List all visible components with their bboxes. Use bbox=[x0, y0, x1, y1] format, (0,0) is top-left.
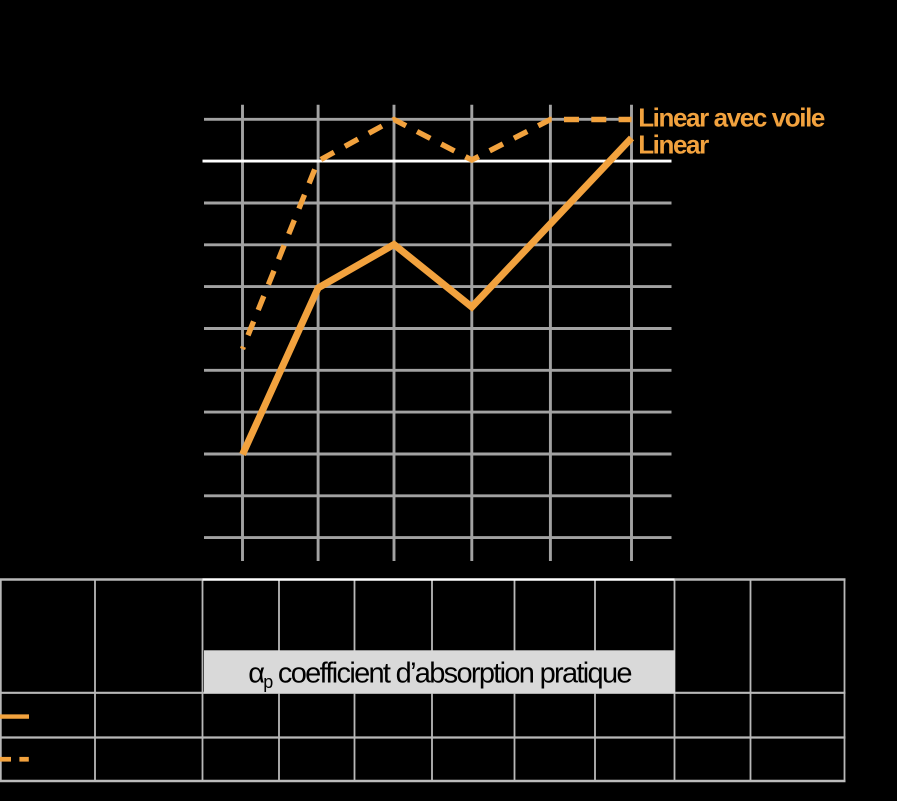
svg-text:Linear avec voile: Linear avec voile bbox=[638, 103, 825, 133]
svg-text:Linear: Linear bbox=[638, 129, 709, 159]
svg-text:αp coefficient d’absorption pr: αp coefficient d’absorption pratique bbox=[248, 658, 631, 693]
